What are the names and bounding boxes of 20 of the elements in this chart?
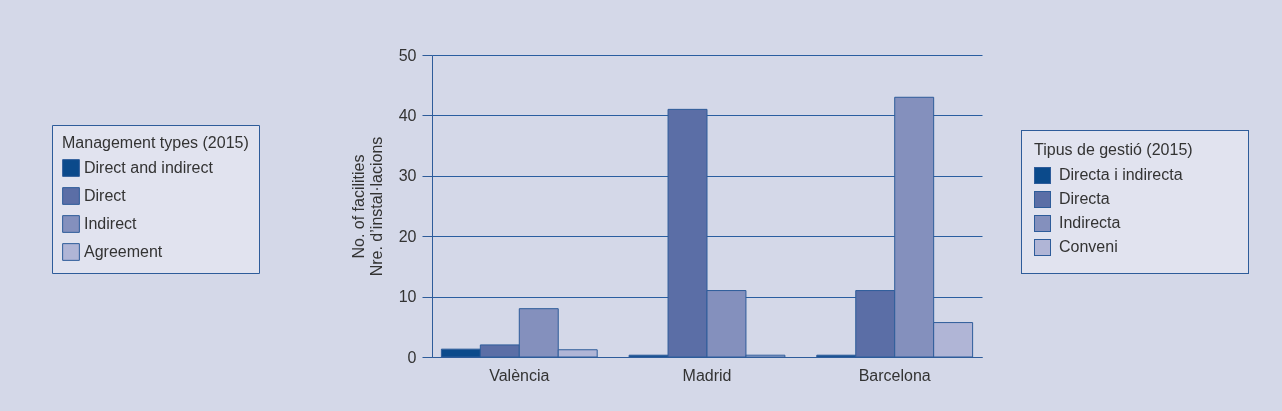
- text: Directa: [1059, 190, 1110, 208]
- y-tick-label: 10: [398, 288, 417, 306]
- text: Tipus de gestió (2015): [1034, 141, 1194, 159]
- x-tick-label: València: [489, 366, 550, 384]
- text: Conveni: [1059, 238, 1118, 256]
- x-tick-label: Madrid: [682, 366, 732, 384]
- y-tick-label: 0: [407, 348, 417, 366]
- legend-label: Direct and indirect: [84, 159, 214, 176]
- text: Indirecta: [1059, 214, 1121, 232]
- legend-label: Agreement: [84, 243, 163, 260]
- y-tick-label: 50: [398, 46, 417, 64]
- y-tick-label: 20: [398, 227, 417, 245]
- x-tick-label: Barcelona: [858, 366, 931, 384]
- legend-label: Direct: [84, 187, 127, 204]
- y-axis-title: No. of facilities Nre. d’instal·lacions: [349, 136, 385, 277]
- legend-title: Management types (2015): [62, 134, 249, 151]
- y-tick-label: 40: [398, 106, 417, 124]
- legend-label: Indirect: [84, 215, 138, 232]
- y-tick-label: 30: [398, 167, 417, 185]
- text: Directa i indirecta: [1059, 166, 1183, 184]
